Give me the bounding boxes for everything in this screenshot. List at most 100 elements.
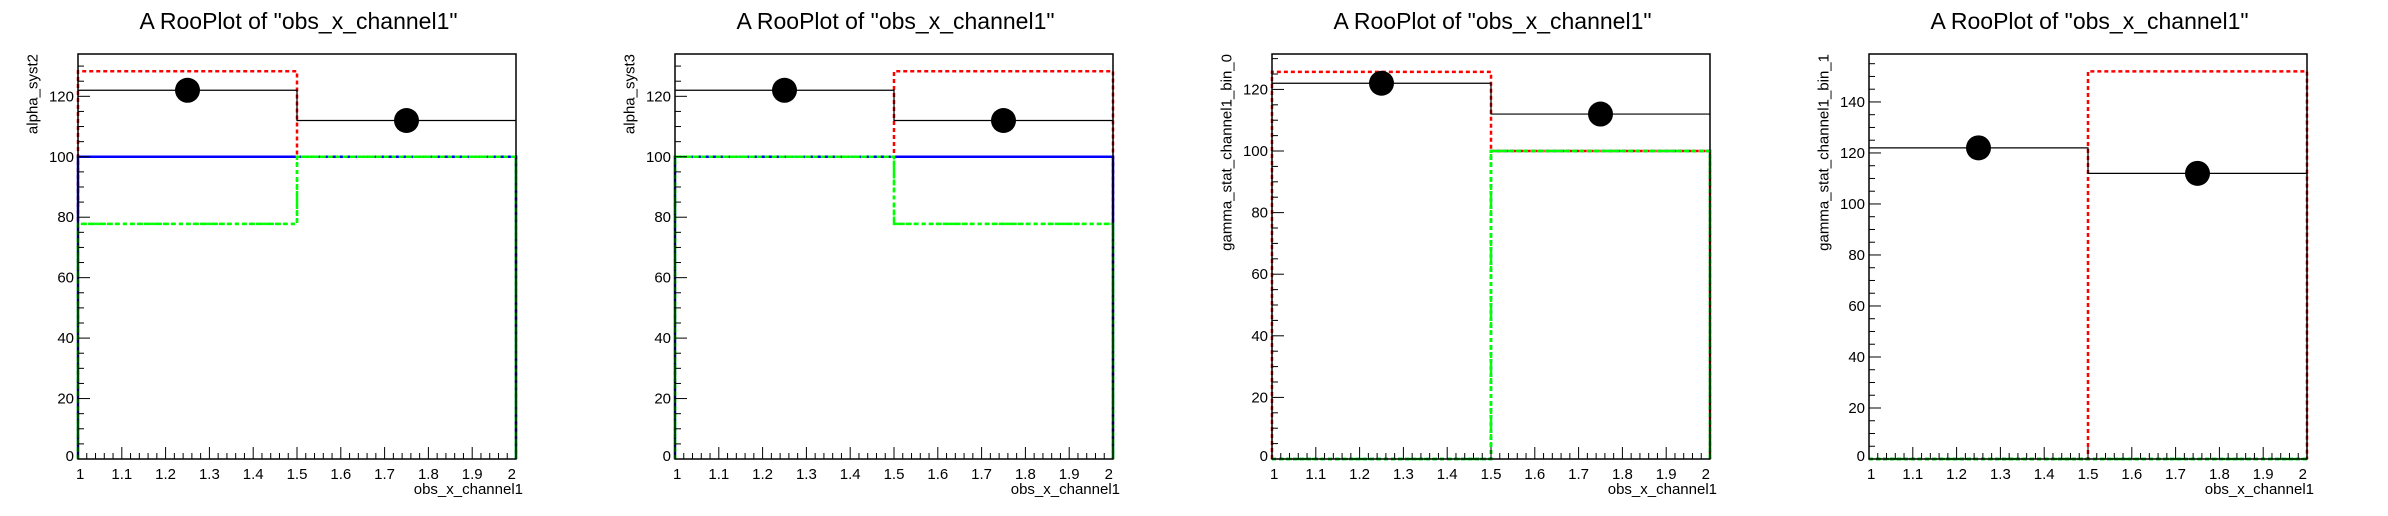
- x-axis-label: obs_x_channel1: [2204, 481, 2314, 498]
- data-point-marker: [175, 77, 200, 103]
- x-tick-label: 1.2: [1946, 466, 1967, 483]
- y-axis-label: alpha_syst3: [621, 54, 639, 135]
- plot-area: 1 1.1 1.2 1.3 1.4 1.5 1.6 1.7 1.8 1.9 202040608010…: [49, 53, 518, 483]
- y-tick-label: 120: [1243, 81, 1268, 98]
- x-tick-label: 1.8: [2209, 466, 2230, 483]
- y-tick-label: 80: [1251, 205, 1268, 222]
- y-tick-label: 100: [646, 149, 671, 166]
- x-tick-label: 1.5: [2078, 466, 2099, 483]
- up-variation-line: [1270, 70, 1712, 459]
- x-tick-label: 1.9: [462, 466, 483, 483]
- y-tick-label: 120: [1840, 145, 1865, 162]
- down-variation-overlay: [76, 155, 518, 459]
- x-tick-label: 2: [508, 466, 516, 483]
- y-tick-label: 80: [57, 209, 74, 226]
- y-tick-label: 60: [1251, 266, 1268, 283]
- y-axis-label: gamma_stat_channel1_bin_1: [1815, 54, 1833, 251]
- y-tick-label: 40: [1251, 328, 1268, 345]
- y-tick-label: 0: [1260, 448, 1268, 465]
- y-tick-label: 0: [66, 448, 74, 465]
- data-point-marker: [1588, 101, 1613, 127]
- y-tick-label: 100: [1840, 196, 1865, 213]
- plot-title: A RooPlot of "obs_x_channel1": [139, 8, 458, 34]
- y-tick-label: 60: [1848, 298, 1865, 315]
- x-tick-label: 2: [2299, 466, 2307, 483]
- x-tick-label: 1.5: [287, 466, 308, 483]
- x-tick-label: 1.7: [2165, 466, 2186, 483]
- x-tick-label: 1.9: [1656, 466, 1677, 483]
- y-tick-label: 20: [1848, 400, 1865, 417]
- data-point-marker: [1966, 135, 1991, 161]
- x-tick-label: 1.2: [752, 466, 773, 483]
- plot-title: A RooPlot of "obs_x_channel1": [736, 8, 1055, 34]
- x-tick-label: 1: [76, 466, 84, 483]
- data-point-marker: [1369, 70, 1394, 96]
- plot-panel-gamma-stat-bin-0: A RooPlot of "obs_x_channel1" 1 1.1 1.2 1.3…: [1194, 0, 1791, 516]
- data-line: [675, 89, 1113, 122]
- up-variation-line: [1869, 70, 2309, 461]
- y-tick-label: 20: [1251, 389, 1268, 406]
- x-tick-label: 1: [673, 466, 681, 483]
- data-line: [78, 89, 516, 122]
- x-tick-label: 1.7: [971, 466, 992, 483]
- plot-panel-alpha-syst3: A RooPlot of "obs_x_channel1" 1 1.1 1.2 1.3…: [597, 0, 1194, 516]
- y-axis-label: alpha_syst2: [24, 54, 42, 135]
- y-tick-label: 20: [57, 391, 74, 408]
- y-axis-label: gamma_stat_channel1_bin_0: [1218, 54, 1236, 251]
- x-tick-label: 1.2: [155, 466, 176, 483]
- x-axis-label: obs_x_channel1: [1010, 481, 1120, 498]
- data-line: [1272, 82, 1710, 115]
- x-tick-label: 1.8: [1015, 466, 1036, 483]
- x-tick-label: 2: [1105, 466, 1113, 483]
- x-tick-label: 1.1: [1902, 466, 1923, 483]
- x-tick-label: 1: [1867, 466, 1875, 483]
- y-tick-label: 40: [1848, 349, 1865, 366]
- y-tick-label: 100: [1243, 143, 1268, 160]
- plot-area: 1 1.1 1.2 1.3 1.4 1.5 1.6 1.7 1.8 1.9 202040608010…: [1243, 53, 1712, 483]
- x-tick-label: 1.6: [2121, 466, 2142, 483]
- y-tick-label: 60: [654, 270, 671, 287]
- x-tick-label: 1.1: [708, 466, 729, 483]
- x-tick-label: 1.9: [1059, 466, 1080, 483]
- x-tick-label: 1.4: [1437, 466, 1458, 483]
- x-tick-label: 2: [1702, 466, 1710, 483]
- y-tick-label: 0: [1857, 448, 1865, 465]
- y-tick-label: 40: [654, 330, 671, 347]
- x-tick-label: 1.7: [1568, 466, 1589, 483]
- x-tick-label: 1.6: [927, 466, 948, 483]
- x-tick-label: 1.4: [840, 466, 861, 483]
- x-tick-label: 1.7: [374, 466, 395, 483]
- plot-area: 1 1.1 1.2 1.3 1.4 1.5 1.6 1.7 1.8 1.9 202040608010…: [1840, 53, 2309, 483]
- x-tick-label: 1.4: [2034, 466, 2055, 483]
- x-tick-label: 1: [1270, 466, 1278, 483]
- x-tick-label: 1.2: [1349, 466, 1370, 483]
- x-tick-label: 1.9: [2253, 466, 2274, 483]
- y-tick-label: 60: [57, 270, 74, 287]
- y-tick-label: 140: [1840, 94, 1865, 111]
- y-tick-label: 20: [654, 391, 671, 408]
- down-variation-line: [673, 155, 1115, 459]
- up-variation-line: [76, 69, 518, 459]
- x-tick-label: 1.4: [243, 466, 264, 483]
- x-axis-label: obs_x_channel1: [1607, 481, 1717, 498]
- data-point-marker: [991, 107, 1016, 133]
- x-tick-label: 1.5: [1481, 466, 1502, 483]
- y-tick-label: 80: [1848, 247, 1865, 264]
- x-tick-label: 1.6: [330, 466, 351, 483]
- y-tick-label: 80: [654, 209, 671, 226]
- x-tick-label: 1.3: [199, 466, 220, 483]
- plot-title: A RooPlot of "obs_x_channel1": [1333, 8, 1652, 34]
- y-tick-label: 0: [663, 448, 671, 465]
- nominal-line: [673, 155, 1115, 459]
- x-tick-label: 1.3: [1990, 466, 2011, 483]
- y-tick-label: 100: [49, 149, 74, 166]
- down-variation-overlay: [673, 155, 1115, 459]
- x-tick-label: 1.8: [1612, 466, 1633, 483]
- x-tick-label: 1.3: [796, 466, 817, 483]
- y-tick-label: 120: [646, 88, 671, 105]
- x-tick-label: 1.6: [1524, 466, 1545, 483]
- x-tick-label: 1.8: [418, 466, 439, 483]
- plot-title: A RooPlot of "obs_x_channel1": [1930, 8, 2249, 34]
- x-tick-label: 1.3: [1393, 466, 1414, 483]
- data-point-marker: [394, 107, 419, 133]
